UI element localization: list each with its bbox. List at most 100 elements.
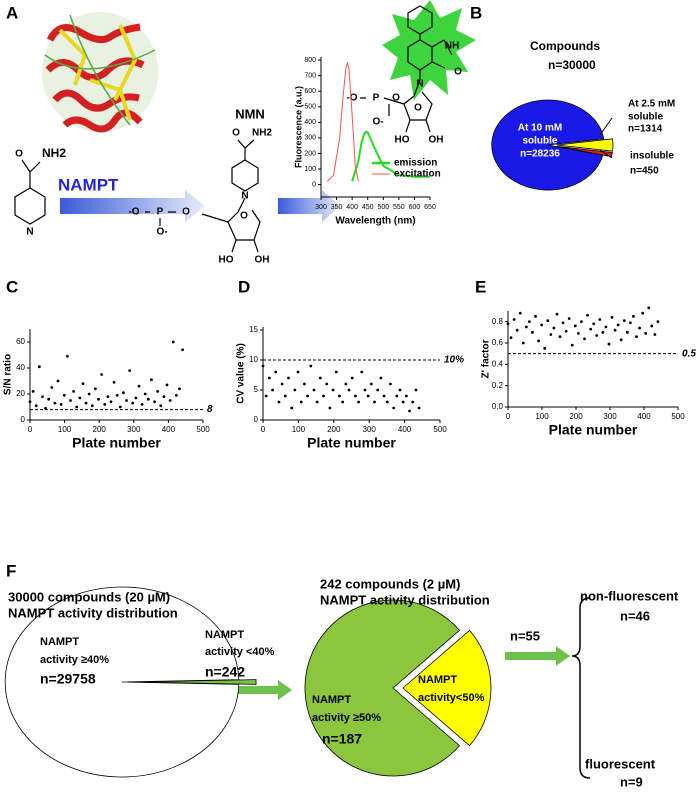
data-point: [264, 394, 268, 398]
data-point: [153, 400, 156, 404]
data-point: [75, 405, 79, 409]
panel-label: B: [470, 3, 482, 22]
pie: [5, 587, 256, 777]
data-point: [629, 321, 632, 325]
x-tick-label: 400: [398, 425, 412, 434]
x-tick-label: 0: [261, 425, 266, 434]
data-point: [303, 382, 306, 386]
data-point: [287, 376, 290, 380]
data-point: [315, 400, 319, 404]
threshold-label: 8: [207, 404, 213, 415]
pie-slice: [557, 146, 613, 156]
y-tick-label: 5: [254, 385, 259, 394]
data-point: [277, 400, 281, 404]
data-point: [619, 338, 623, 342]
panel-label: A: [6, 3, 18, 22]
data-point: [134, 396, 138, 400]
data-point: [650, 324, 654, 328]
data-point: [392, 406, 396, 410]
data-point: [414, 388, 418, 392]
x-tick-label: 500: [196, 425, 210, 434]
data-point: [90, 404, 94, 408]
pie-slice: [403, 630, 491, 745]
data-point: [382, 394, 386, 398]
atom: O: [454, 67, 462, 78]
data-point: [610, 316, 614, 319]
y-axis-label: CV value (%): [236, 343, 247, 404]
atom: -O: [346, 93, 357, 104]
data-point: [137, 384, 141, 388]
data-point: [318, 376, 322, 380]
slice-value: n=187: [322, 731, 362, 747]
line-series: [351, 130, 430, 182]
data-point: [168, 399, 172, 402]
data-point: [347, 388, 351, 392]
branch-count: n=46: [620, 608, 650, 623]
data-point: [112, 380, 116, 384]
slice-label: NAMPT: [205, 629, 244, 641]
slice-label: activity <40%: [205, 646, 275, 658]
data-point: [411, 400, 415, 404]
data-point: [97, 397, 100, 401]
data-point: [56, 379, 60, 383]
fluorophore-structure: NH O N O -O P O O- HO OH: [346, 0, 476, 146]
x-tick-label: 650: [424, 204, 436, 211]
x-axis-label: Plate number: [549, 422, 638, 438]
data-point: [369, 382, 373, 386]
data-point: [78, 396, 82, 400]
data-point: [389, 382, 392, 386]
data-point: [171, 340, 175, 344]
data-point: [515, 328, 519, 332]
atom: O: [392, 93, 400, 104]
slice-label: NAMPT: [312, 694, 351, 706]
x-tick-label: 200: [569, 412, 583, 421]
data-point: [534, 314, 537, 318]
x-tick-label: 500: [433, 425, 447, 434]
data-point: [31, 390, 35, 393]
x-tick-label: 400: [346, 204, 358, 211]
data-point: [509, 336, 513, 340]
data-point: [604, 325, 608, 329]
data-point: [555, 312, 559, 316]
atom: O-: [372, 117, 383, 128]
atom: N: [241, 191, 248, 202]
data-point: [363, 388, 367, 392]
slice-label: activity ≥40%: [40, 654, 109, 666]
data-point: [299, 400, 303, 404]
data-point: [109, 400, 113, 404]
data-point: [366, 394, 370, 398]
data-point: [518, 311, 522, 315]
data-point: [635, 335, 638, 338]
data-point: [638, 326, 641, 330]
data-point: [150, 378, 153, 382]
data-point: [267, 376, 271, 380]
y-tick-label: 0.2: [492, 381, 504, 390]
x-tick-label: 550: [393, 204, 405, 211]
data-point: [357, 400, 360, 404]
atom: -O: [128, 207, 139, 218]
atom: P: [157, 207, 164, 218]
slice-label: NAMPT: [40, 636, 79, 648]
data-point: [106, 395, 110, 398]
data-point: [567, 317, 571, 320]
data-point: [93, 387, 97, 391]
data-point: [558, 335, 562, 338]
y-axis-label: S/N ratio: [3, 354, 14, 395]
data-point: [328, 406, 332, 410]
y-axis-label: Z' factor: [481, 339, 492, 378]
x-tick-label: 100: [58, 425, 72, 434]
atom: NH2: [252, 128, 272, 139]
data-point: [178, 387, 181, 391]
data-point: [613, 328, 617, 332]
data-point: [274, 370, 278, 374]
y-tick-label: 300: [304, 135, 316, 142]
x-axis-label: Plate number: [72, 435, 161, 451]
data-point: [322, 394, 325, 398]
product-label: NMN: [235, 106, 265, 121]
data-point: [404, 394, 408, 398]
atom: NH2: [42, 146, 66, 160]
data-point: [47, 397, 51, 401]
data-point: [570, 343, 574, 347]
data-point: [595, 334, 599, 337]
